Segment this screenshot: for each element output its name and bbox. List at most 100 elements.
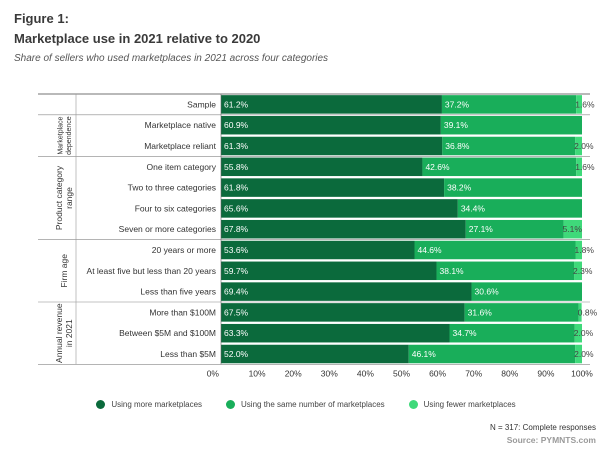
value-label: 1.8% <box>575 245 595 255</box>
bar-segment <box>221 282 472 301</box>
value-label: 1.6% <box>575 162 595 172</box>
category-label: Four to six categories <box>135 203 216 213</box>
value-label: 39.1% <box>444 120 469 130</box>
value-label: 2.0% <box>574 328 594 338</box>
legend-label-fewer: Using fewer marketplaces <box>423 400 516 409</box>
value-label: 61.3% <box>224 141 249 151</box>
bar-segment <box>457 199 582 218</box>
bar-segment <box>221 303 465 322</box>
bar-segment <box>221 115 441 135</box>
bar-segment <box>221 199 458 218</box>
category-label: Sample <box>187 99 216 109</box>
x-tick-label: 40% <box>357 368 374 378</box>
source-credit: Source: PYMNTS.com <box>506 435 596 445</box>
sample-size-note: N = 317: Complete responses <box>489 423 596 432</box>
bar-segment <box>442 136 576 156</box>
value-label: 44.6% <box>417 245 442 255</box>
figure-label: Figure 1: <box>14 11 69 26</box>
value-label: 67.5% <box>224 307 249 317</box>
x-tick-label: 20% <box>285 368 302 378</box>
legend-item-same: Using the same number of marketplaces <box>226 400 385 409</box>
x-tick-label: 90% <box>537 368 554 378</box>
value-label: 30.6% <box>475 287 500 297</box>
bar-segment <box>440 115 582 135</box>
group-label: dependence <box>66 116 73 155</box>
group-label: Annual revenue <box>54 303 64 363</box>
bar-segment <box>436 261 575 281</box>
value-label: 38.1% <box>440 266 465 276</box>
value-label: 60.9% <box>224 120 249 130</box>
bar-segment <box>575 136 582 156</box>
value-label: 53.6% <box>224 245 249 255</box>
value-label: 31.6% <box>468 307 493 317</box>
value-label: 2.0% <box>574 141 594 151</box>
value-label: 2.0% <box>574 349 594 359</box>
category-label: Seven or more categories <box>119 224 216 234</box>
bar-segment <box>414 240 576 260</box>
legend-swatch-same <box>226 400 236 409</box>
bar-segment <box>221 344 409 364</box>
x-tick-label: 100% <box>571 368 593 378</box>
bar-segment <box>576 157 582 177</box>
group-label: Firm age <box>59 254 69 288</box>
value-label: 65.6% <box>224 203 249 213</box>
value-label: 61.8% <box>224 183 249 193</box>
bar-segment <box>221 95 442 114</box>
value-label: 55.8% <box>224 162 249 172</box>
legend-swatch-fewer <box>408 400 418 409</box>
group-label: range <box>64 187 74 209</box>
value-label: 67.8% <box>224 224 249 234</box>
bar-segment <box>444 178 582 197</box>
bar-segment <box>578 303 582 322</box>
legend-item-fewer: Using fewer marketplaces <box>408 400 516 409</box>
value-label: 52.0% <box>224 349 249 359</box>
group-label: Marketplace <box>58 116 65 154</box>
group-label: Product category <box>54 165 64 230</box>
x-tick-label: 30% <box>321 368 338 378</box>
bar-segment <box>465 219 564 239</box>
value-label: 69.4% <box>224 287 249 297</box>
value-label: 63.3% <box>224 328 249 338</box>
bar-segment <box>221 261 437 281</box>
bar-segment <box>449 323 575 343</box>
value-label: 5.1% <box>563 224 583 234</box>
x-tick-label: 80% <box>501 368 518 378</box>
category-label: 20 years or more <box>152 245 217 255</box>
bar-segment <box>221 157 423 177</box>
legend-label-same: Using the same number of marketplaces <box>241 400 385 409</box>
chart-title: Marketplace use in 2021 relative to 2020 <box>14 31 261 46</box>
x-tick-label: 60% <box>429 368 446 378</box>
bar-segment <box>574 261 582 281</box>
value-label: 37.2% <box>445 99 470 109</box>
bar-segment <box>422 157 577 177</box>
bar-segment <box>471 282 582 301</box>
bar-segment <box>574 323 582 343</box>
bar-segment <box>408 344 576 364</box>
value-label: 36.8% <box>445 141 470 151</box>
x-tick-label: 10% <box>249 368 266 378</box>
bar-segment <box>221 323 450 343</box>
bar-segment <box>221 178 445 197</box>
bar-segment <box>221 240 415 260</box>
value-label: 1.6% <box>575 99 595 109</box>
value-label: 34.7% <box>453 328 478 338</box>
bar-segment <box>575 344 582 364</box>
category-label: At least five but less than 20 years <box>87 266 216 276</box>
category-label: Less than five years <box>140 287 216 297</box>
legend-item-more: Using more marketplaces <box>96 400 202 409</box>
value-label: 27.1% <box>469 224 494 234</box>
category-label: One item category <box>147 162 217 172</box>
value-label: 2.3% <box>573 266 593 276</box>
x-tick-label: 50% <box>393 368 410 378</box>
legend-label-more: Using more marketplaces <box>111 400 203 409</box>
value-label: 59.7% <box>224 266 249 276</box>
bar-segment <box>441 95 577 114</box>
legend-swatch-more <box>96 400 106 409</box>
stacked-bar-chart: Marketplace dependence Product category ran… <box>38 93 598 378</box>
value-label: 46.1% <box>412 349 437 359</box>
x-tick-label: 0% <box>207 368 220 378</box>
value-label: 61.2% <box>224 99 249 109</box>
x-tick-label: 70% <box>465 368 482 378</box>
chart-legend: Using more marketplaces Using the same n… <box>0 400 612 409</box>
value-label: 0.8% <box>578 307 598 317</box>
